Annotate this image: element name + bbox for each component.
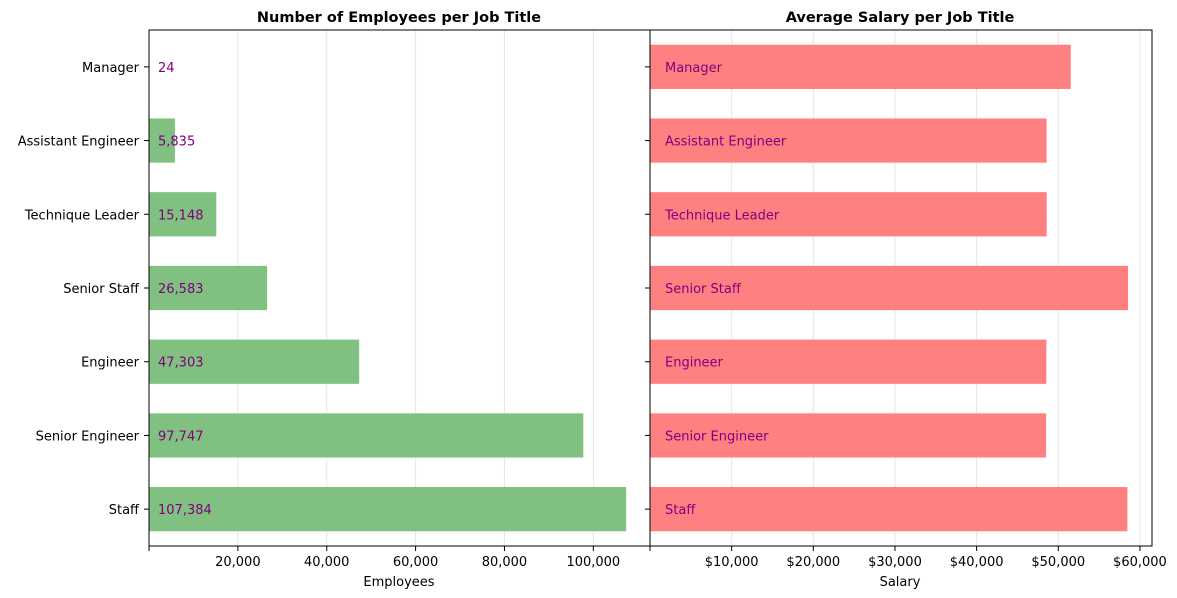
salary-chart-title: Average Salary per Job Title (786, 10, 1015, 26)
employees-x-tick-label: 40,000 (304, 555, 350, 570)
salary-data-label: Manager (665, 61, 723, 76)
employees-y-tick-label: Assistant Engineer (18, 135, 140, 150)
employees-x-tick-label: 60,000 (393, 555, 439, 570)
employees-panel: Number of Employees per Job Title Employ… (18, 10, 651, 590)
employees-bar-senior-staff (149, 265, 268, 311)
salary-data-label: Assistant Engineer (665, 135, 787, 150)
employees-data-label: 24 (158, 61, 175, 76)
employees-x-tick-label: 100,000 (566, 555, 620, 570)
employees-chart-title: Number of Employees per Job Title (257, 10, 541, 26)
salary-data-label: Engineer (665, 356, 724, 371)
salary-x-tick-label: $20,000 (786, 555, 840, 570)
employees-data-label: 107,384 (158, 503, 212, 518)
employees-bar-senior-engineer (149, 413, 584, 458)
salary-x-tick-label: $40,000 (950, 555, 1004, 570)
salary-data-label: Senior Staff (665, 282, 742, 297)
salary-data-label: Senior Engineer (665, 429, 769, 444)
employees-x-tick-label: 20,000 (215, 555, 261, 570)
employees-bar-assistant-engineer (149, 118, 175, 163)
employees-data-label: 5,835 (158, 135, 195, 150)
salary-x-tick-label: $60,000 (1113, 555, 1167, 570)
salary-x-tick-label: $10,000 (705, 555, 759, 570)
salary-data-label: Technique Leader (664, 208, 780, 223)
salary-bar-manager (650, 44, 1071, 89)
salary-x-tick-label: $50,000 (1031, 555, 1085, 570)
salary-data-label: Staff (665, 503, 696, 518)
employees-bar-staff (149, 487, 627, 532)
salary-bar-staff (650, 487, 1128, 532)
employees-data-label: 47,303 (158, 356, 204, 371)
employees-y-tick-label: Engineer (81, 356, 140, 371)
employees-x-tick-label: 80,000 (482, 555, 528, 570)
salary-bar-assistant-engineer (650, 118, 1047, 163)
salary-bar-engineer (650, 339, 1047, 384)
employees-y-tick-label: Senior Engineer (36, 429, 140, 444)
employees-bar-engineer (149, 339, 360, 384)
employees-y-tick-label: Manager (82, 61, 140, 76)
employees-y-tick-label: Technique Leader (24, 208, 140, 223)
salary-bar-technique-leader (650, 192, 1047, 237)
employees-data-label: 26,583 (158, 282, 204, 297)
salary-bar-senior-staff (650, 265, 1129, 311)
salary-x-axis-label: Salary (880, 575, 921, 590)
employees-y-tick-label: Senior Staff (63, 282, 140, 297)
employees-data-label: 97,747 (158, 429, 204, 444)
employees-data-label: 15,148 (158, 208, 204, 223)
salary-panel: Average Salary per Job Title Salary Staf… (645, 10, 1167, 590)
employees-bar-technique-leader (149, 192, 217, 237)
salary-bar-senior-engineer (650, 413, 1047, 458)
employees-y-tick-label: Staff (109, 503, 140, 518)
salary-x-tick-label: $30,000 (868, 555, 922, 570)
employees-x-axis-label: Employees (363, 575, 434, 590)
